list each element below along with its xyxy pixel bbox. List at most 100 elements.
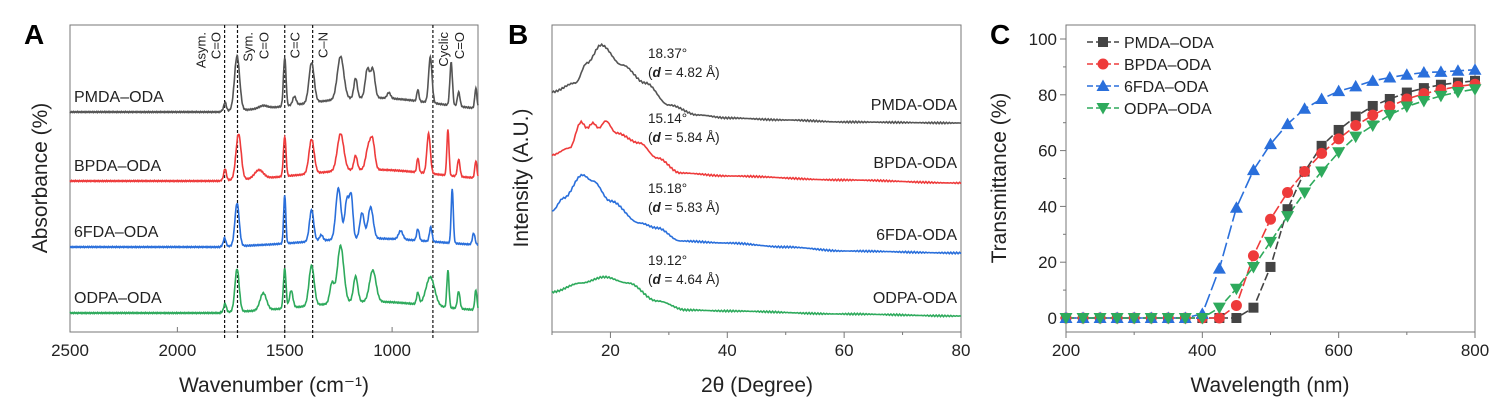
- d-spacing-value: 4.64 Å: [676, 272, 715, 287]
- peak-annotation: 15.14°: [648, 111, 687, 126]
- data-point: [1349, 79, 1363, 92]
- data-point: [1316, 147, 1328, 159]
- series-line-c: [1066, 88, 1476, 319]
- x-tick-label-c: 600: [1324, 341, 1352, 360]
- legend-label: PMDA–ODA: [1124, 35, 1214, 52]
- x-tick-label-c: 800: [1461, 341, 1489, 360]
- data-point: [1332, 84, 1346, 97]
- band-label: C–N: [316, 32, 331, 58]
- series-label-a: ODPA–ODA: [74, 290, 162, 307]
- data-point: [1417, 65, 1431, 78]
- x-axis-label-c: Wavelength (nm): [1190, 374, 1349, 397]
- data-point: [1281, 117, 1295, 130]
- data-point: [1282, 186, 1294, 198]
- data-point: [1383, 109, 1397, 122]
- legend-label: 6FDA–ODA: [1124, 79, 1209, 96]
- data-point: [1110, 313, 1124, 325]
- data-point: [1350, 119, 1362, 131]
- series-line-b: [551, 275, 962, 318]
- x-axis-label-a: Wavenumber (cm⁻¹): [179, 374, 369, 397]
- data-point: [1195, 313, 1209, 325]
- series-label-a: 6FDA–ODA: [74, 224, 159, 241]
- data-point: [1315, 92, 1329, 104]
- data-point: [1468, 84, 1482, 96]
- data-point: [1468, 63, 1482, 75]
- band-label: C=C: [288, 32, 303, 58]
- data-point: [1383, 71, 1397, 83]
- legend-label: BPDA–ODA: [1124, 57, 1211, 74]
- data-point: [1264, 137, 1277, 150]
- d-spacing-annotation: (d = 5.84 Å): [648, 130, 720, 145]
- x-tick-label-a: 1500: [266, 341, 304, 360]
- data-point: [1401, 87, 1412, 98]
- plot-frame-b: [551, 24, 962, 333]
- data-point: [1264, 236, 1277, 249]
- series-line-a: [69, 243, 479, 315]
- data-point: [1230, 299, 1242, 311]
- x-tick-label-a: 2000: [158, 341, 196, 360]
- data-point: [1246, 163, 1260, 176]
- data-point: [1384, 101, 1396, 113]
- series-line-b: [551, 173, 962, 255]
- d-spacing-value: 5.83 Å: [676, 200, 715, 215]
- data-point: [1127, 313, 1141, 325]
- y-tick-label-c: 0: [1048, 309, 1057, 328]
- peak-annotation: 18.37°: [648, 46, 687, 61]
- data-point: [1247, 250, 1259, 262]
- band-label: C=O: [209, 32, 224, 59]
- data-point: [1434, 90, 1448, 103]
- data-point: [1282, 204, 1293, 215]
- data-point: [1212, 262, 1226, 274]
- data-point: [1418, 83, 1429, 94]
- data-point: [1248, 302, 1259, 313]
- legend-marker: [1097, 58, 1109, 70]
- data-point: [1333, 133, 1345, 145]
- x-tick-label-b: 40: [718, 341, 737, 360]
- x-tick-label-c: 200: [1052, 341, 1080, 360]
- data-point: [1350, 111, 1361, 122]
- plot-frame-a: [69, 24, 479, 333]
- data-point: [1367, 109, 1379, 121]
- data-point: [1298, 102, 1312, 114]
- data-point: [1367, 100, 1378, 111]
- series-line-a: [69, 186, 479, 249]
- data-point: [1333, 124, 1344, 135]
- data-point: [1434, 65, 1448, 77]
- data-point: [1384, 93, 1395, 104]
- band-label: C=O: [452, 32, 467, 59]
- data-point: [1451, 87, 1465, 99]
- series-label-b: 6FDA-ODA: [876, 227, 957, 244]
- y-tick-label-c: 100: [1029, 30, 1057, 49]
- x-tick-label-b: 80: [952, 341, 971, 360]
- series-label-b: ODPA-ODA: [873, 290, 957, 307]
- band-label: C=O: [257, 32, 272, 59]
- band-label: Asym.: [194, 32, 209, 68]
- data-point: [1213, 312, 1225, 324]
- data-point: [1246, 261, 1260, 274]
- data-point: [1229, 283, 1243, 296]
- series-line-a: [69, 53, 479, 114]
- d-spacing-value: 5.84 Å: [676, 130, 715, 145]
- data-point: [1316, 140, 1327, 151]
- series-line-a: [69, 129, 479, 183]
- panel-label-a: A: [24, 19, 44, 50]
- data-point: [1231, 313, 1242, 323]
- data-point: [1059, 313, 1073, 325]
- data-point: [1366, 74, 1380, 86]
- panel-label-c: C: [990, 19, 1010, 50]
- series-label-a: BPDA–ODA: [74, 158, 161, 175]
- panel-b: 20 40 60 80 PMDA-ODA 18.37° (d = 4.82 Å) BPDA-O…: [510, 24, 971, 397]
- data-point: [1315, 166, 1329, 179]
- d-spacing-annotation: (d = 4.64 Å): [648, 272, 720, 287]
- data-point: [1451, 64, 1465, 76]
- y-axis-label-b: Intensity (A.U.): [510, 109, 533, 248]
- band-label: Sym.: [241, 32, 256, 62]
- x-axis-label-b: 2θ (Degree): [701, 374, 813, 397]
- legend-marker: [1096, 79, 1110, 91]
- data-point: [1400, 101, 1414, 114]
- data-point: [1144, 313, 1158, 325]
- series-label-a: PMDA–ODA: [74, 89, 164, 106]
- data-point: [1400, 68, 1414, 80]
